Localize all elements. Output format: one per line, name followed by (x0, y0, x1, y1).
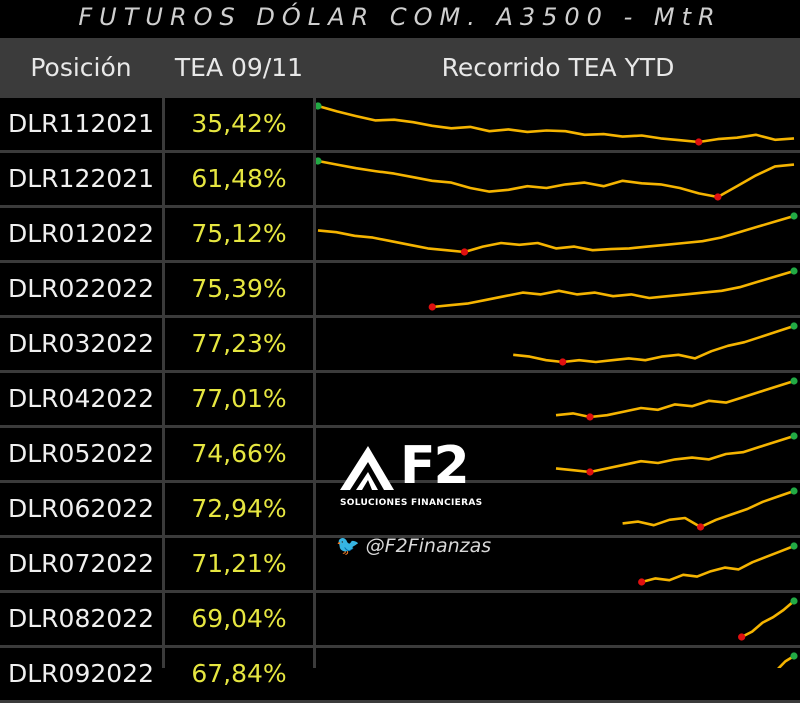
header-recorrido: Recorrido TEA YTD (441, 53, 675, 82)
sparkline-DLR122021 (317, 159, 795, 199)
max-marker-DLR012022 (790, 212, 798, 220)
position-label: DLR072022 (8, 549, 154, 578)
position-label: DLR122021 (8, 164, 154, 193)
sparkline-DLR092022 (777, 654, 795, 668)
max-marker-DLR042022 (790, 377, 798, 385)
min-marker-DLR062022 (696, 523, 705, 531)
min-marker-DLR032022 (559, 358, 567, 366)
column-divider (162, 38, 165, 668)
logo-subtitle: SOLUCIONES FINANCIERAS (340, 498, 483, 508)
sparkline-DLR042022 (555, 379, 795, 419)
sparkline-DLR022022 (432, 269, 795, 309)
min-marker-DLR072022 (638, 578, 646, 586)
twitter-icon: 🐦 (336, 535, 360, 557)
table-row: DLR112021 35,42% (0, 98, 800, 153)
sparkline-DLR082022 (741, 600, 795, 639)
position-label: DLR022022 (8, 274, 154, 303)
min-marker-DLR042022 (586, 413, 594, 421)
tea-value: 71,21% (191, 549, 287, 578)
twitter-handle[interactable]: 🐦 @F2Finanzas (336, 534, 491, 557)
position-label: DLR032022 (8, 329, 154, 358)
header-posicion: Posición (30, 53, 132, 82)
tea-value: 77,23% (191, 329, 287, 358)
position-label: DLR082022 (8, 604, 154, 633)
max-marker-DLR112021 (316, 102, 322, 110)
max-marker-DLR082022 (790, 597, 798, 605)
position-label: DLR052022 (8, 439, 154, 468)
max-marker-DLR092022 (790, 652, 798, 660)
position-label: DLR112021 (8, 109, 154, 138)
tea-value: 75,12% (191, 219, 287, 248)
twitter-text: @F2Finanzas (365, 535, 492, 557)
position-label: DLR042022 (8, 384, 154, 413)
sparkline-DLR072022 (641, 544, 795, 584)
sparkline-DLR062022 (622, 489, 795, 529)
min-marker-DLR052022 (586, 468, 594, 476)
table-row: DLR032022 77,23% (0, 318, 800, 373)
max-marker-DLR032022 (790, 322, 798, 330)
table-row: DLR022022 75,39% (0, 263, 800, 318)
sparkline-DLR052022 (555, 434, 795, 474)
table-row: DLR082022 69,04% (0, 593, 800, 648)
position-label: DLR062022 (8, 494, 154, 523)
max-marker-DLR062022 (790, 487, 798, 495)
sparkline-DLR112021 (317, 104, 795, 144)
min-marker-DLR082022 (738, 633, 746, 641)
max-marker-DLR072022 (790, 542, 798, 550)
f2-logo-icon (340, 446, 394, 490)
sparklines (316, 102, 798, 668)
table-row: DLR062022 72,94% (0, 483, 800, 538)
tea-value: 77,01% (191, 384, 287, 413)
min-marker-DLR022022 (428, 303, 436, 311)
position-label: DLR012022 (8, 219, 154, 248)
max-marker-DLR022022 (790, 267, 798, 275)
table-row: DLR072022 71,21% (0, 538, 800, 593)
tea-value: 61,48% (191, 164, 287, 193)
table-row: DLR012022 75,12% (0, 208, 800, 263)
table-header: Posición TEA 09/11 Recorrido TEA YTD (0, 38, 800, 98)
tea-value: 35,42% (191, 109, 287, 138)
position-label: DLR092022 (8, 659, 154, 688)
max-marker-DLR122021 (316, 157, 322, 165)
table-body: DLR112021 35,42% DLR122021 61,48% DLR012022 7… (0, 98, 800, 703)
min-marker-DLR112021 (695, 138, 703, 146)
header-tea: TEA 09/11 (174, 53, 304, 82)
chart-title: FUTUROS DÓLAR COM. A3500 - MtR (0, 0, 800, 36)
sparkline-DLR032022 (513, 324, 795, 364)
min-marker-DLR012022 (460, 248, 469, 256)
tea-value: 75,39% (191, 274, 287, 303)
min-marker-DLR122021 (714, 193, 722, 201)
logo-text: F2 (400, 436, 470, 496)
table-row: DLR042022 77,01% (0, 373, 800, 428)
column-divider (313, 38, 316, 668)
tea-value: 67,84% (191, 659, 287, 688)
sparkline-DLR012022 (317, 214, 795, 254)
table-row: DLR052022 74,66% (0, 428, 800, 483)
max-marker-DLR052022 (790, 432, 798, 440)
tea-value: 69,04% (191, 604, 287, 633)
tea-value: 74,66% (191, 439, 287, 468)
table-row: DLR122021 61,48% (0, 153, 800, 208)
tea-value: 72,94% (191, 494, 287, 523)
